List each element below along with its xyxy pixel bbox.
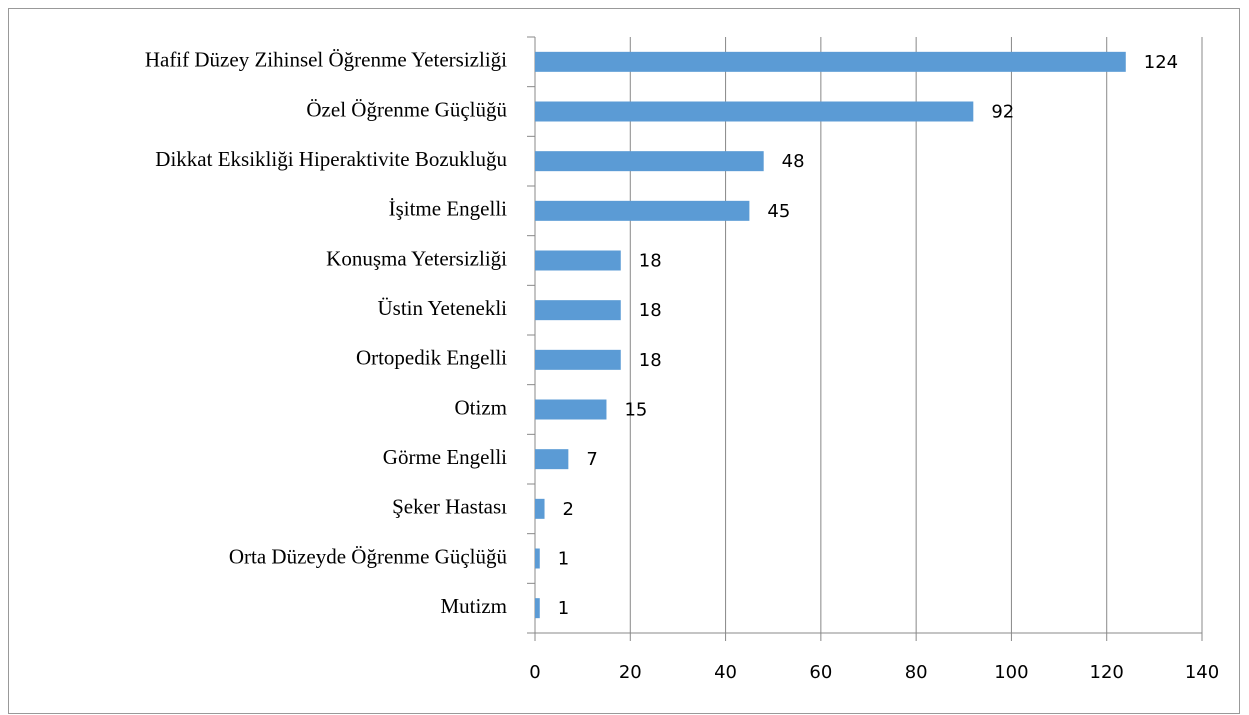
value-label: 15 <box>624 400 647 421</box>
x-tick-label: 100 <box>994 662 1028 683</box>
value-label: 124 <box>1144 52 1178 73</box>
value-label: 45 <box>767 201 790 222</box>
y-tick-label: Üstin Yetenekli <box>377 296 507 320</box>
bar <box>535 498 545 519</box>
bar <box>535 151 764 172</box>
y-tick-label: Konuşma Yetersizliği <box>326 246 507 270</box>
bar <box>535 200 750 221</box>
value-label: 2 <box>563 499 574 520</box>
y-tick-label: Dikkat Eksikliği Hiperaktivite Bozukluğu <box>155 147 507 171</box>
x-tick-label: 40 <box>714 662 737 683</box>
bar <box>535 449 569 470</box>
x-tick-label: 120 <box>1090 662 1124 683</box>
y-tick-label: Ortopedik Engelli <box>356 346 507 370</box>
x-tick-label: 80 <box>905 662 928 683</box>
value-label: 1 <box>558 549 569 570</box>
y-tick-label: Mutizm <box>441 594 508 618</box>
y-tick-label: Otizm <box>455 395 508 419</box>
y-tick-label: Hafif Düzey Zihinsel Öğrenme Yetersizliğ… <box>145 48 507 72</box>
x-tick-label: 60 <box>809 662 832 683</box>
y-tick-label: Şeker Hastası <box>392 495 507 519</box>
bar <box>535 548 540 569</box>
value-label: 18 <box>639 300 662 321</box>
value-label: 18 <box>639 350 662 371</box>
y-tick-label: Görme Engelli <box>383 445 507 469</box>
chart-border <box>8 8 1240 714</box>
value-label: 92 <box>991 102 1014 123</box>
x-tick-label: 140 <box>1185 662 1219 683</box>
y-tick-label: Özel Öğrenme Güçlüğü <box>306 97 507 121</box>
bar <box>535 250 621 271</box>
bar <box>535 51 1126 72</box>
y-tick-label: İşitme Engelli <box>389 197 508 221</box>
value-label: 7 <box>586 449 597 470</box>
value-label: 18 <box>639 251 662 272</box>
bar <box>535 101 974 122</box>
bar <box>535 598 540 619</box>
x-tick-label: 0 <box>529 662 540 683</box>
bar <box>535 399 607 420</box>
y-tick-label: Orta Düzeyde Öğrenme Güçlüğü <box>229 544 508 568</box>
bar <box>535 300 621 321</box>
bar <box>535 349 621 370</box>
value-label: 48 <box>782 151 805 172</box>
x-tick-label: 20 <box>619 662 642 683</box>
value-label: 1 <box>558 598 569 619</box>
